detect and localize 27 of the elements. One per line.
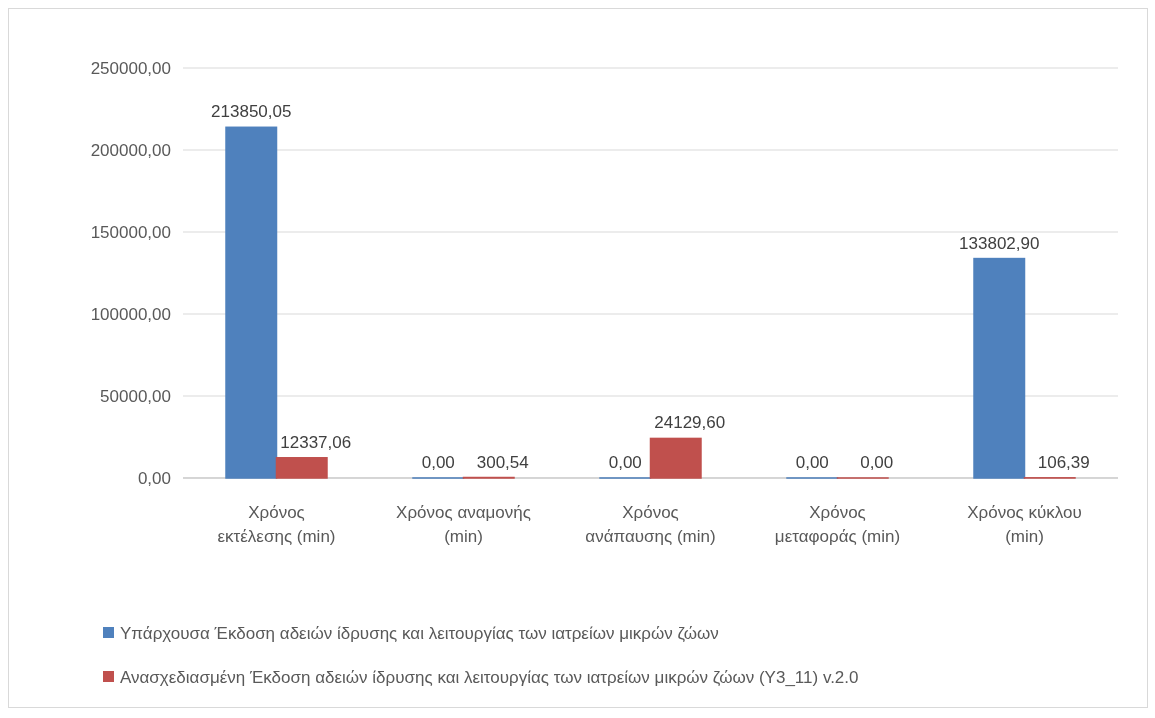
data-label: 0,00	[608, 453, 642, 472]
x-tick-label: Χρόνος αναμονής (min)	[396, 503, 531, 546]
data-label: 133802,90	[959, 233, 1040, 253]
data-label: 106,39	[1037, 452, 1090, 472]
y-tick-label: 150000,00	[90, 222, 171, 242]
y-tick-label: 250000,00	[90, 58, 171, 78]
y-tick-label: 100000,00	[90, 304, 171, 324]
x-tick-label: Χρόνος μεταφοράς (min)	[774, 503, 901, 546]
legend-label: Υπάρχουσα Έκδοση αδειών ίδρυσης και λειτουργίας των ιατρείων μικρών ζώων	[120, 623, 719, 643]
bar	[649, 437, 702, 479]
data-label: 300,54	[476, 452, 529, 472]
y-tick-label: 200000,00	[90, 140, 171, 160]
legend-label: Ανασχεδιασμένη Έκδοση αδειών ίδρυσης και λειτουργίας των ιατρείων μικρών ζώων (Υ3_11) v.2.0	[120, 667, 859, 687]
data-label: 0,00	[860, 453, 894, 472]
data-label: 0,00	[795, 453, 829, 472]
y-tick-label: 50000,00	[100, 386, 171, 406]
x-tick-label: Χρόνος εκτέλεσης (min)	[217, 503, 336, 546]
data-label: 24129,60	[654, 413, 726, 433]
x-tick-label: Χρόνος κύκλου (min)	[967, 503, 1082, 546]
bar	[973, 257, 1026, 479]
x-tick-label: Χρόνος ανάπαυσης (min)	[585, 503, 716, 546]
bar	[225, 126, 278, 479]
data-label: 0,00	[421, 453, 455, 472]
data-label: 213850,05	[211, 102, 292, 122]
bar	[275, 457, 328, 479]
data-label: 12337,06	[280, 432, 352, 452]
y-tick-label: 0,00	[137, 468, 171, 488]
